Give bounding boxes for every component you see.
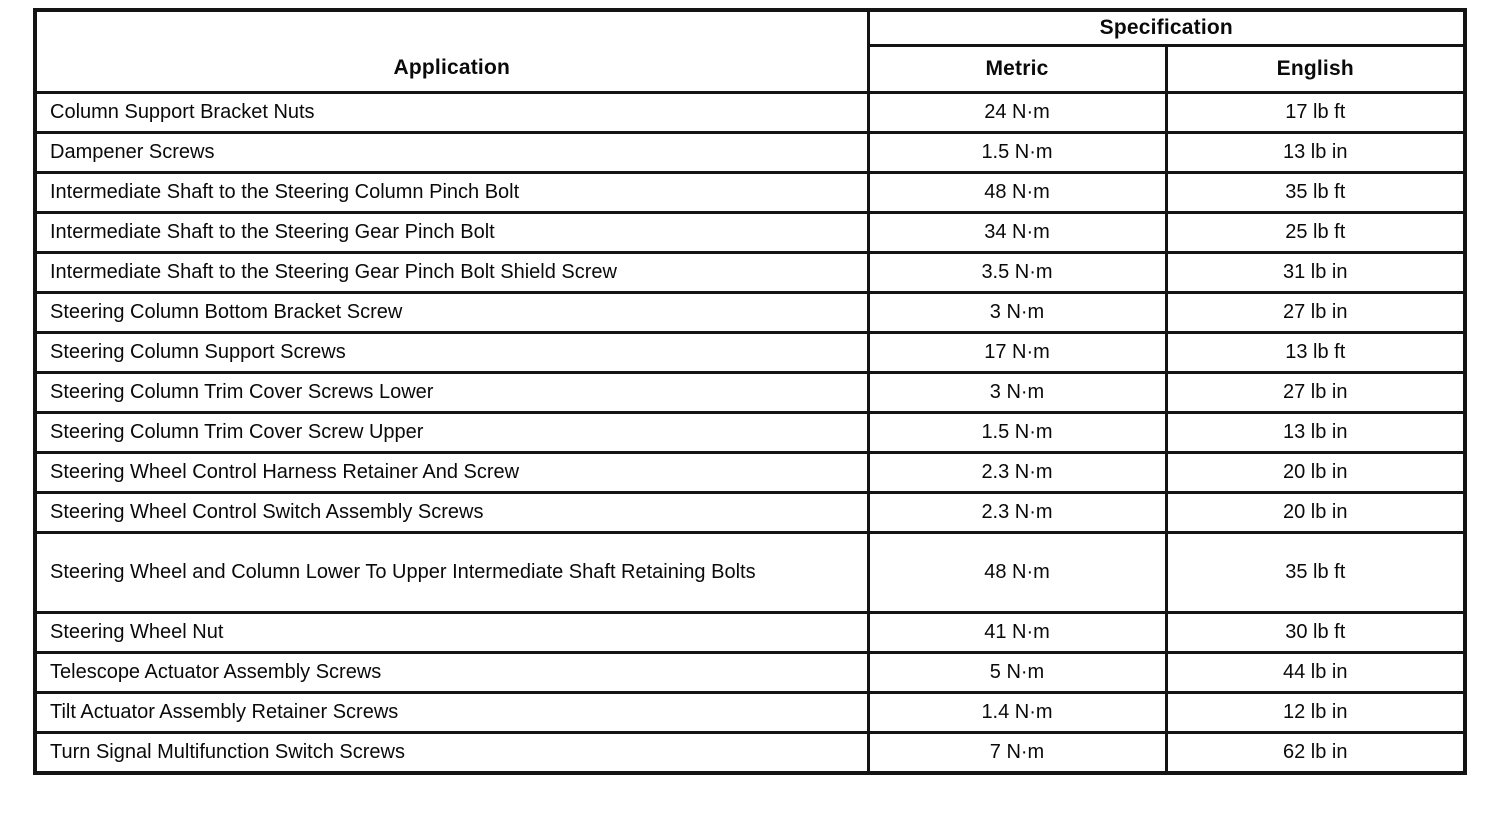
application-cell: Column Support Bracket Nuts	[33, 91, 870, 134]
english-cell: 13 lb in	[1164, 131, 1467, 174]
table-row: Steering Column Trim Cover Screws Lower …	[33, 371, 1467, 414]
table-row: Turn Signal Multifunction Switch Screws …	[33, 731, 1467, 774]
table-row: Steering Wheel and Column Lower To Upper…	[33, 531, 1467, 614]
application-cell: Intermediate Shaft to the Steering Gear …	[33, 211, 870, 254]
english-cell: 17 lb ft	[1164, 91, 1467, 134]
header-application: Application	[33, 8, 870, 94]
metric-cell: 24 N·m	[866, 91, 1168, 134]
metric-cell: 7 N·m	[866, 731, 1168, 774]
table-row: Steering Column Support Screws 17 N·m 13…	[33, 331, 1467, 374]
metric-cell: 1.4 N·m	[866, 691, 1168, 734]
table-row: Steering Wheel Control Harness Retainer …	[33, 451, 1467, 494]
header-metric: Metric	[866, 44, 1168, 94]
application-cell: Steering Wheel and Column Lower To Upper…	[33, 531, 870, 614]
table-row: Steering Column Trim Cover Screw Upper 1…	[33, 411, 1467, 454]
metric-cell: 2.3 N·m	[866, 491, 1168, 534]
header-specification: Specification	[866, 8, 1467, 47]
metric-cell: 3 N·m	[866, 291, 1168, 334]
table-row: Steering Wheel Control Switch Assembly S…	[33, 491, 1467, 534]
english-cell: 44 lb in	[1164, 651, 1467, 694]
english-cell: 20 lb in	[1164, 451, 1467, 494]
metric-cell: 41 N·m	[866, 611, 1168, 654]
table-row: Intermediate Shaft to the Steering Gear …	[33, 251, 1467, 294]
english-cell: 20 lb in	[1164, 491, 1467, 534]
metric-cell: 3 N·m	[866, 371, 1168, 414]
table-row: Column Support Bracket Nuts 24 N·m 17 lb…	[33, 91, 1467, 134]
english-cell: 27 lb in	[1164, 291, 1467, 334]
metric-cell: 17 N·m	[866, 331, 1168, 374]
english-cell: 12 lb in	[1164, 691, 1467, 734]
application-cell: Turn Signal Multifunction Switch Screws	[33, 731, 870, 774]
english-cell: 13 lb ft	[1164, 331, 1467, 374]
english-cell: 13 lb in	[1164, 411, 1467, 454]
application-cell: Steering Wheel Nut	[33, 611, 870, 654]
application-cell: Steering Column Trim Cover Screw Upper	[33, 411, 870, 454]
table-row: Steering Wheel Nut 41 N·m 30 lb ft	[33, 611, 1467, 654]
application-cell: Intermediate Shaft to the Steering Colum…	[33, 171, 870, 214]
application-cell: Steering Wheel Control Switch Assembly S…	[33, 491, 870, 534]
english-cell: 35 lb ft	[1164, 531, 1467, 614]
english-cell: 31 lb in	[1164, 251, 1467, 294]
table-row: Dampener Screws 1.5 N·m 13 lb in	[33, 131, 1467, 174]
metric-cell: 1.5 N·m	[866, 131, 1168, 174]
metric-cell: 48 N·m	[866, 171, 1168, 214]
application-cell: Steering Column Support Screws	[33, 331, 870, 374]
application-cell: Tilt Actuator Assembly Retainer Screws	[33, 691, 870, 734]
header-row-units: Metric English	[35, 44, 1467, 94]
table-row: Telescope Actuator Assembly Screws 5 N·m…	[33, 651, 1467, 694]
application-cell: Steering Wheel Control Harness Retainer …	[33, 451, 870, 494]
english-cell: 30 lb ft	[1164, 611, 1467, 654]
metric-cell: 1.5 N·m	[866, 411, 1168, 454]
table-row: Tilt Actuator Assembly Retainer Screws 1…	[33, 691, 1467, 734]
english-cell: 25 lb ft	[1164, 211, 1467, 254]
metric-cell: 48 N·m	[866, 531, 1168, 614]
header-english: English	[1164, 44, 1467, 94]
english-cell: 62 lb in	[1164, 731, 1467, 774]
application-cell: Steering Column Trim Cover Screws Lower	[33, 371, 870, 414]
metric-cell: 5 N·m	[866, 651, 1168, 694]
english-cell: 35 lb ft	[1164, 171, 1467, 214]
table-row: Intermediate Shaft to the Steering Colum…	[33, 171, 1467, 214]
application-cell: Dampener Screws	[33, 131, 870, 174]
table-row: Intermediate Shaft to the Steering Gear …	[33, 211, 1467, 254]
english-cell: 27 lb in	[1164, 371, 1467, 414]
application-cell: Steering Column Bottom Bracket Screw	[33, 291, 870, 334]
metric-cell: 3.5 N·m	[866, 251, 1168, 294]
application-cell: Intermediate Shaft to the Steering Gear …	[33, 251, 870, 294]
application-cell: Telescope Actuator Assembly Screws	[33, 651, 870, 694]
table-row: Steering Column Bottom Bracket Screw 3 N…	[33, 291, 1467, 334]
metric-cell: 2.3 N·m	[866, 451, 1168, 494]
header-row-specification: Application Specification	[33, 8, 1467, 94]
torque-spec-table: Application Specification Metric English…	[33, 8, 1468, 775]
metric-cell: 34 N·m	[866, 211, 1168, 254]
